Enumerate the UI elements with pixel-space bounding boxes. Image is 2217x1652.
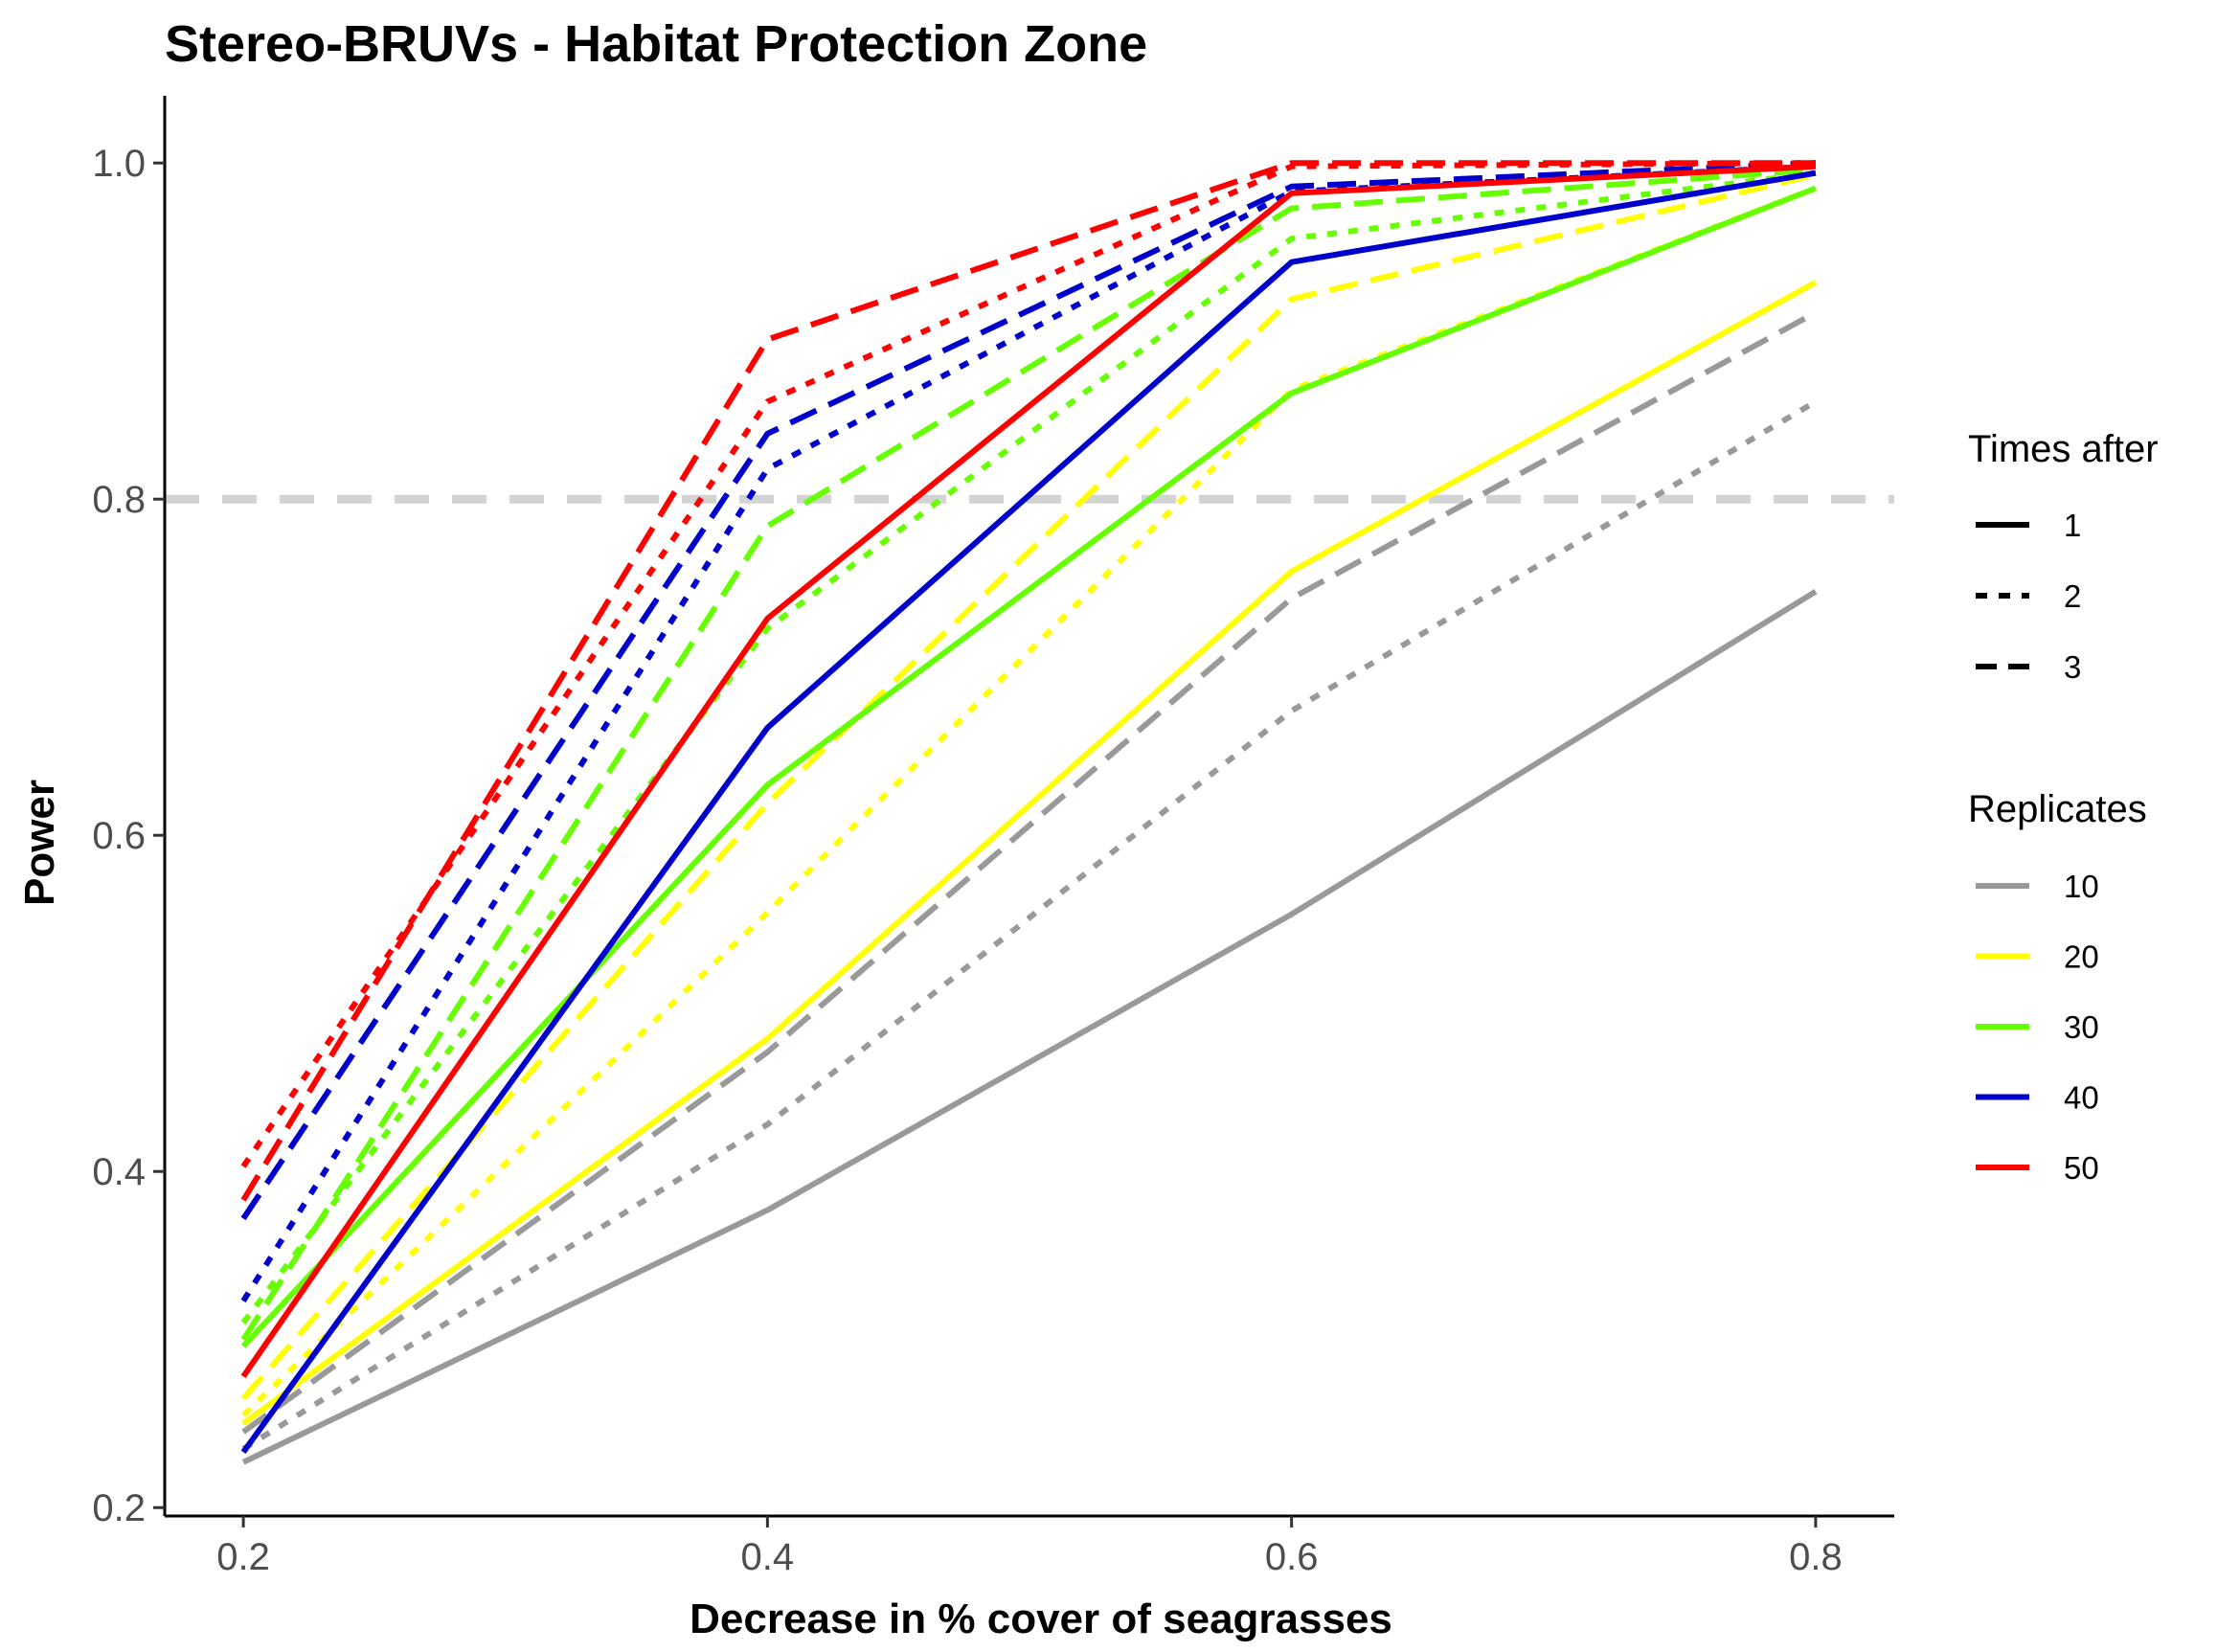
series-line-rep10-t2 [241, 398, 1818, 1452]
x-tick-label: 0.8 [1789, 1536, 1843, 1578]
y-tick-label: 0.6 [92, 815, 146, 857]
series-line-rep30-t1 [240, 185, 1817, 1348]
series-line-rep20-t1 [241, 280, 1818, 1426]
series-line-rep30-t3 [240, 167, 1817, 1342]
legend-color-label: 40 [2064, 1080, 2099, 1116]
legend-times-after-title: Times after [1968, 428, 2159, 470]
legend-replicates-title: Replicates [1968, 788, 2147, 830]
legend-linetype-label: 2 [2064, 578, 2081, 614]
x-axis-title: Decrease in % cover of seagrasses [690, 1595, 1392, 1642]
legend: Times after 1 2 3 Replicates 10 20 30 40 50 [1968, 428, 2159, 1186]
series-line-rep20-t3 [240, 171, 1817, 1401]
series-line-rep30-t2 [240, 170, 1817, 1325]
y-tick-label: 1.0 [92, 143, 146, 185]
y-tick-label: 0.8 [92, 479, 146, 521]
series-line-rep10-t1 [241, 589, 1818, 1465]
y-tick-label: 0.4 [92, 1151, 146, 1193]
series-line-rep40-t3 [240, 160, 1817, 1221]
legend-color-label: 20 [2064, 939, 2099, 975]
legend-linetype-label: 3 [2064, 649, 2081, 685]
x-tick-label: 0.2 [216, 1536, 270, 1578]
y-tick-label: 0.2 [92, 1487, 146, 1529]
chart-title: Stereo-BRUVs - Habitat Protection Zone [165, 15, 1147, 73]
x-tick-label: 0.6 [1265, 1536, 1319, 1578]
plot-area: 0.2 0.4 0.6 0.8 1.0 0.2 0.4 0.6 0.8 [92, 96, 1894, 1578]
legend-color-label: 30 [2064, 1009, 2099, 1045]
series-line-rep50-t2 [240, 160, 1816, 1168]
series-line-rep50-t1 [240, 163, 1817, 1379]
legend-linetype-label: 1 [2064, 508, 2081, 543]
legend-color-label: 10 [2064, 869, 2099, 904]
x-tick-label: 0.4 [741, 1536, 795, 1578]
series-line-rep40-t1 [240, 170, 1817, 1455]
series-line-rep20-t2 [241, 185, 1817, 1417]
series-line-rep10-t3 [241, 309, 1818, 1435]
series-group [240, 160, 1818, 1465]
legend-color-label: 50 [2064, 1150, 2099, 1186]
series-line-rep50-t3 [240, 160, 1816, 1202]
y-axis-title: Power [16, 780, 63, 906]
